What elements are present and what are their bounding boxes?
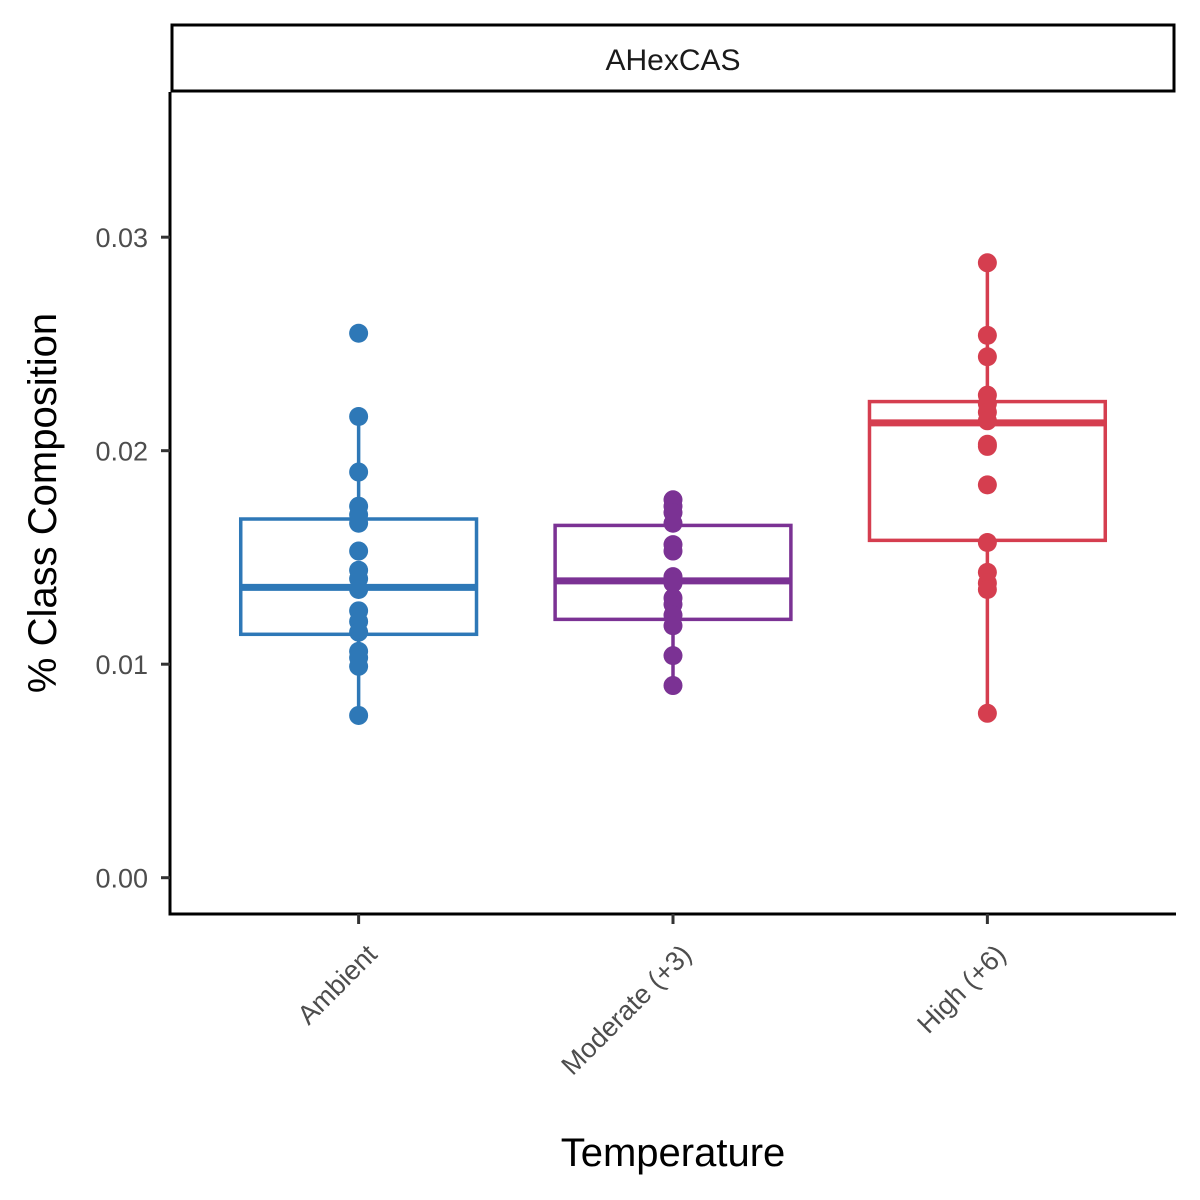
y-tick-label: 0.01 [95,650,148,680]
data-point [663,616,683,636]
data-point [349,513,369,533]
data-point [977,347,997,367]
data-point [663,513,683,533]
y-axis-title: % Class Composition [21,313,65,693]
data-point [977,436,997,456]
data-point [349,541,369,561]
data-point [977,475,997,495]
data-point [349,407,369,427]
data-point [663,541,683,561]
x-tick-label: High (+6) [911,939,1011,1039]
y-tick-label: 0.03 [95,223,148,253]
y-tick-label: 0.02 [95,437,148,467]
data-point [977,411,997,431]
data-point [349,579,369,599]
data-point [663,573,683,593]
data-point [349,622,369,642]
x-axis-ticks: Ambient Moderate (+3) High (+6) [292,914,1012,1081]
data-point [977,532,997,552]
facet-label: AHexCAS [605,44,740,77]
facet-strip: AHexCAS [170,23,1176,93]
point-layer [349,253,997,725]
data-point [349,462,369,482]
data-point [977,325,997,345]
data-point [977,703,997,723]
data-point [349,705,369,725]
data-point [977,579,997,599]
data-point [977,253,997,273]
y-axis-ticks: 0.00 0.01 0.02 0.03 [95,223,170,894]
y-tick-label: 0.00 [95,864,148,894]
data-point [663,676,683,696]
data-point [349,323,369,343]
x-axis-title: Temperature [561,1131,786,1175]
x-tick-label: Ambient [292,939,384,1031]
x-tick-label: Moderate (+3) [556,939,698,1081]
data-point [349,656,369,676]
facet-strip-box [170,23,1176,93]
data-point [663,646,683,666]
